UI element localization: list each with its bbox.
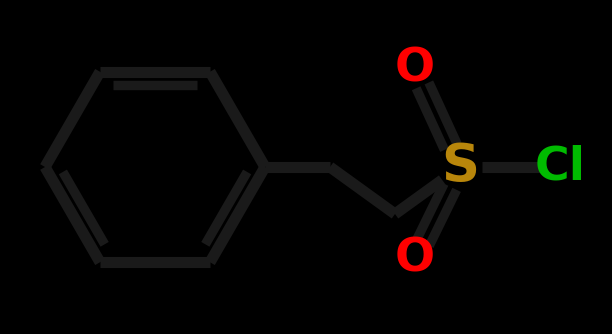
Text: O: O	[395, 236, 435, 282]
Text: S: S	[441, 141, 479, 193]
Text: Cl: Cl	[534, 145, 586, 189]
Text: O: O	[395, 46, 435, 92]
